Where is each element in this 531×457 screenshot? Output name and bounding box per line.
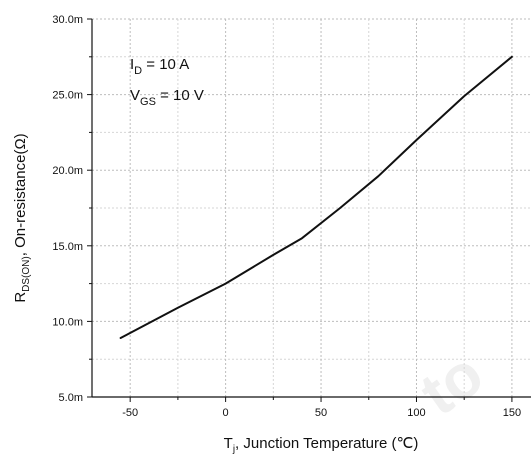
x-tick-label: 50 [315, 407, 327, 419]
x-axis-title: Tj, Junction Temperature (℃) [224, 435, 419, 455]
x-tick-label: 150 [503, 407, 521, 419]
x-tick-label: -50 [122, 407, 138, 419]
annotation-gate-voltage: VGS = 10 V [130, 87, 204, 108]
axes [87, 18, 531, 402]
y-tick-label: 5.0m [59, 392, 83, 404]
y-tick-label: 20.0m [52, 165, 83, 177]
y-tick-label: 10.0m [52, 316, 83, 328]
y-axis-title: RDS(ON), On-resistance(Ω) [12, 133, 32, 302]
y-tick-label: 15.0m [52, 241, 83, 253]
y-tick-label: 30.0m [52, 14, 83, 26]
series-line [119, 55, 513, 339]
tick-labels: 5.0m 10.0m 15.0m 20.0m 25.0m 30.0m -50 0 50 100 15… [52, 14, 521, 419]
annotation-drain-current: ID = 10 A [130, 56, 189, 77]
y-tick-label: 25.0m [52, 90, 83, 102]
grid [92, 18, 531, 398]
x-tick-label: 100 [407, 407, 425, 419]
data-series [119, 55, 513, 339]
x-tick-label: 0 [223, 407, 229, 419]
